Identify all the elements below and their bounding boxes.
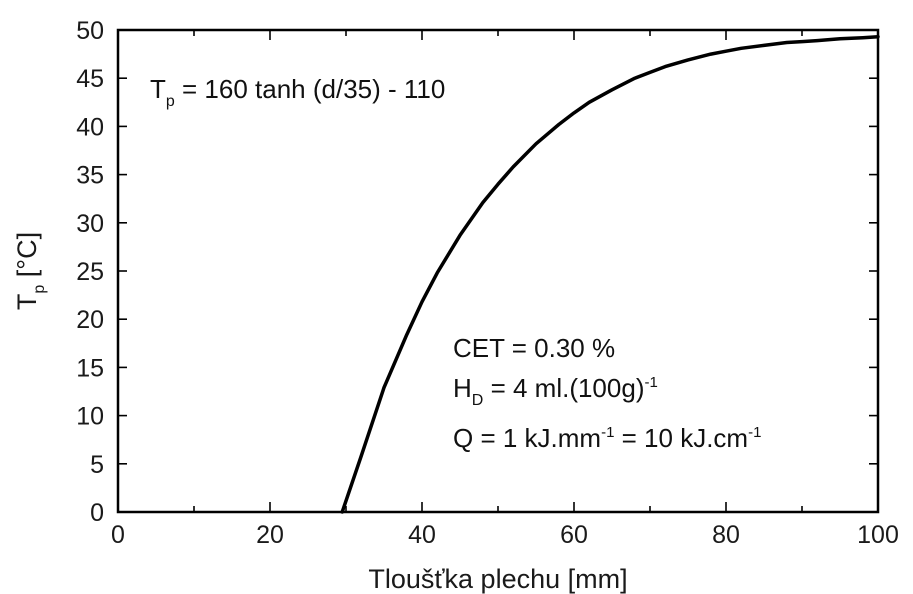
- hd-rest: = 4 ml.(100g): [483, 373, 644, 403]
- tick-labels: 0 20 40 60 80 100 0 5 10 15 20 25 30 35 40 45 50: [76, 17, 899, 549]
- q-sup-2: -1: [748, 424, 761, 441]
- cet-annotation: CET = 0.30 %: [453, 333, 615, 363]
- formula-sub: p: [166, 93, 175, 110]
- q-part-a: Q = 1 kJ.mm: [453, 423, 601, 453]
- y-tick-label: 5: [90, 451, 104, 479]
- q-annotation: Q = 1 kJ.mm-1 = 10 kJ.cm-1: [453, 423, 761, 453]
- y-axis-title-sub: p: [31, 285, 48, 294]
- formula-annotation: Tp = 160 tanh (d/35) - 110: [150, 74, 445, 110]
- y-tick-label: 15: [76, 354, 104, 382]
- x-tick-label: 100: [857, 521, 899, 549]
- x-tick-label: 80: [712, 521, 740, 549]
- x-tick-label: 60: [560, 521, 588, 549]
- x-tick-label: 20: [256, 521, 284, 549]
- hd-main: H: [453, 373, 472, 403]
- formula-rest: = 160 tanh (d/35) - 110: [175, 74, 446, 104]
- x-tick-label: 0: [111, 521, 125, 549]
- hd-sub: D: [472, 392, 484, 409]
- q-sup-1: -1: [601, 424, 614, 441]
- y-tick-label: 25: [76, 258, 104, 286]
- hd-annotation: HD = 4 ml.(100g)-1: [453, 373, 658, 409]
- y-tick-label: 35: [76, 162, 104, 190]
- series-line: [340, 34, 880, 514]
- y-tick-label: 50: [76, 17, 104, 45]
- y-tick-label: 45: [76, 65, 104, 93]
- y-axis-title-unit: [°C]: [12, 232, 42, 285]
- y-tick-label: 20: [76, 306, 104, 334]
- formula-main: T: [150, 74, 166, 104]
- y-axis-title-main: T: [12, 294, 42, 311]
- x-tick-label: 40: [408, 521, 436, 549]
- axis-ticks: [117, 29, 879, 513]
- hd-sup: -1: [644, 374, 657, 391]
- y-tick-label: 10: [76, 403, 104, 431]
- q-part-b: = 10 kJ.cm: [614, 423, 748, 453]
- y-axis-title: Tp [°C]: [12, 232, 48, 310]
- y-tick-label: 40: [76, 113, 104, 141]
- y-tick-label: 30: [76, 210, 104, 238]
- y-tick-label: 0: [90, 499, 104, 527]
- x-axis-title: Tloušťka plechu [mm]: [368, 564, 627, 594]
